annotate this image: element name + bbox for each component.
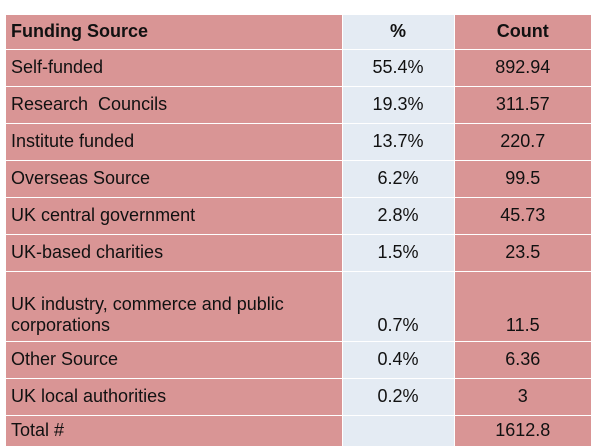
count-cell: 311.57 — [454, 86, 591, 124]
table-row: UK-based charities 1.5% 23.5 — [6, 234, 591, 272]
funding-source-cell: Self-funded — [6, 49, 342, 87]
count-cell: 3 — [454, 378, 591, 416]
funding-source-cell: UK-based charities — [6, 234, 342, 272]
count-cell: 99.5 — [454, 160, 591, 198]
percent-cell: 0.2% — [341, 378, 455, 416]
percent-cell: 0.4% — [341, 341, 455, 379]
header-percent: % — [341, 15, 455, 50]
table-row: Research Councils 19.3% 311.57 — [6, 86, 591, 124]
count-cell: 892.94 — [454, 49, 591, 87]
funding-source-cell: UK local authorities — [6, 378, 342, 416]
table-row: Institute funded 13.7% 220.7 — [6, 123, 591, 161]
table-row: UK industry, commerce and public corpora… — [6, 271, 591, 342]
total-percent-cell — [341, 415, 455, 447]
percent-cell: 13.7% — [341, 123, 455, 161]
percent-cell: 19.3% — [341, 86, 455, 124]
table-row: Overseas Source 6.2% 99.5 — [6, 160, 591, 198]
table-row: UK central government 2.8% 45.73 — [6, 197, 591, 235]
table-row: Self-funded 55.4% 892.94 — [6, 49, 591, 87]
count-cell: 220.7 — [454, 123, 591, 161]
table-row: UK local authorities 0.2% 3 — [6, 378, 591, 416]
percent-cell: 6.2% — [341, 160, 455, 198]
count-cell: 23.5 — [454, 234, 591, 272]
percent-cell: 55.4% — [341, 49, 455, 87]
header-funding-source: Funding Source — [6, 15, 342, 50]
funding-source-cell: Overseas Source — [6, 160, 342, 198]
total-row: Total # 1612.8 — [6, 415, 591, 447]
total-count: 1612.8 — [454, 415, 591, 447]
funding-source-cell: Institute funded — [6, 123, 342, 161]
count-cell: 11.5 — [454, 271, 591, 342]
percent-cell: 2.8% — [341, 197, 455, 235]
header-count: Count — [454, 15, 591, 50]
funding-source-cell: Other Source — [6, 341, 342, 379]
funding-source-cell: UK industry, commerce and public corpora… — [6, 271, 342, 342]
percent-cell: 1.5% — [341, 234, 455, 272]
header-row: Funding Source % Count — [6, 15, 591, 50]
count-cell: 45.73 — [454, 197, 591, 235]
table-row: Other Source 0.4% 6.36 — [6, 341, 591, 379]
funding-table: Funding Source % Count Self-funded 55.4%… — [6, 15, 591, 447]
total-label: Total # — [6, 415, 342, 447]
funding-source-cell: Research Councils — [6, 86, 342, 124]
percent-cell: 0.7% — [341, 271, 455, 342]
count-cell: 6.36 — [454, 341, 591, 379]
funding-source-cell: UK central government — [6, 197, 342, 235]
